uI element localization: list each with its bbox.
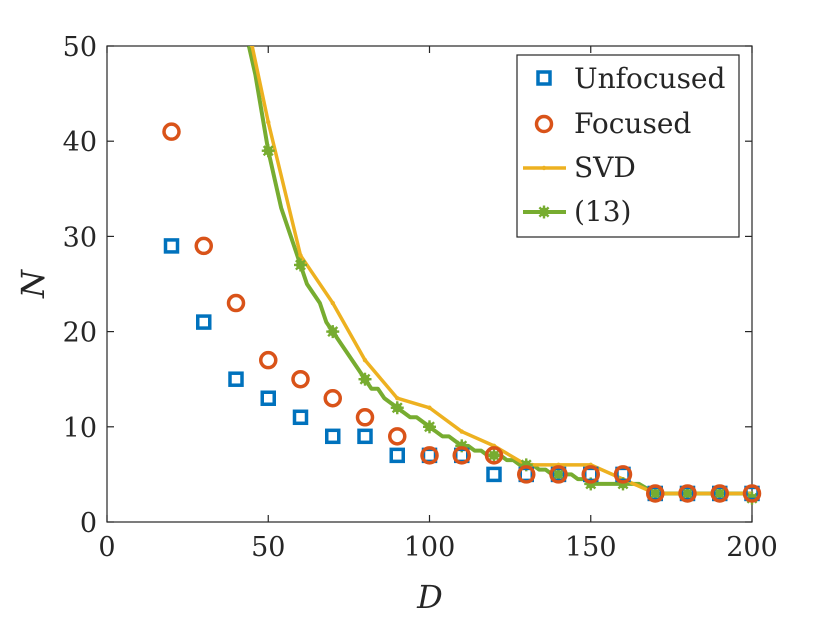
unfocused-point [325,428,341,445]
svd-point [266,119,271,125]
eq13-point [487,448,501,462]
legend-icon-eq13-star [537,205,551,219]
y-tick-label: 20 [63,318,97,349]
legend-label-svd: SVD [574,151,636,184]
star-stroke [488,449,500,461]
star-stroke [682,487,693,499]
star-stroke [262,145,274,157]
x-tick-label: 0 [98,532,115,563]
focused-point [162,122,181,141]
focused-point [226,293,246,313]
legend-icon-focused [534,114,554,134]
eq13-point [358,372,372,386]
star-stroke [538,206,550,218]
unfocused-point [389,447,405,464]
focused-point [613,465,633,484]
unfocused-point [260,390,276,406]
svd-point [330,300,335,306]
svd-point [249,46,255,49]
star-stroke [295,259,306,271]
star-stroke [327,326,339,338]
unfocused-point [228,371,244,387]
focused-point [710,484,729,503]
y-tick-label: 40 [63,127,97,158]
y-axis-label: N [14,269,52,299]
svd-point [298,253,303,258]
focused-point [420,446,439,465]
legend-icon-unfocused [536,70,552,86]
legend-icons [523,70,566,219]
axis-ticks: 0 50 100 150 200 0 10 20 30 40 50 [63,32,778,563]
y-tick-label: 50 [63,32,97,63]
x-tick-label: 150 [565,532,617,563]
eq13-point [294,258,307,272]
focused-point [291,369,310,389]
y-tick-label: 0 [80,508,97,539]
focused-point [452,446,471,465]
focused-point [678,484,697,503]
legend: Unfocused Focused SVD (13) [516,54,740,238]
unfocused-point [486,466,502,483]
eq13-point [261,144,275,158]
svd-point [459,429,464,434]
x-tick-label: 200 [726,532,778,563]
x-axis-label: D [416,578,443,616]
focused-point [581,465,600,484]
focused-point [355,408,375,427]
legend-icon-svd-dot [541,165,547,171]
eq13-point [326,325,340,339]
star-stroke [553,468,564,480]
y-tick-label: 30 [63,222,97,253]
unfocused-point [357,428,373,445]
focused-point [646,484,665,503]
focused-point [517,465,536,484]
legend-label-focused: Focused [574,107,691,140]
focused-point [323,388,342,408]
focused-point [388,427,407,446]
eq13-point [423,420,436,434]
star-stroke [649,487,661,499]
svd-point [427,405,432,410]
star-stroke [359,373,371,385]
svd-point [362,357,368,363]
eq13-point [390,401,404,415]
star-stroke [391,402,403,414]
star-stroke [424,421,435,433]
y-tick-label: 10 [63,413,97,444]
legend-box [516,54,740,238]
unfocused-point [163,238,180,254]
unfocused-point [196,314,212,330]
x-tick-label: 100 [404,532,456,563]
focused-point [549,465,568,484]
x-tick-label: 50 [251,532,285,563]
focused-point [742,484,762,503]
svd-point [395,396,400,401]
focused-point [259,350,278,370]
focused-point [484,446,504,465]
unfocused-point [292,409,309,426]
focused-point [194,236,213,256]
marker-layer [162,122,762,505]
star-stroke [714,487,726,499]
legend-label-unfocused: Unfocused [574,62,726,95]
legend-label-eq13: (13) [574,195,631,228]
